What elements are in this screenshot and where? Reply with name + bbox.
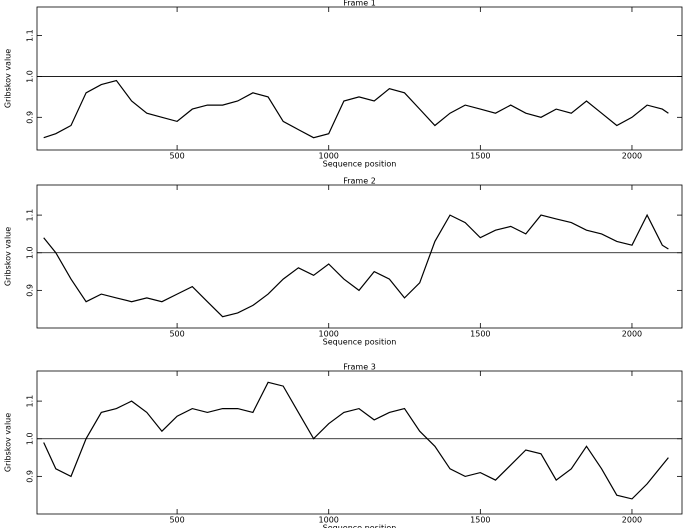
y-tick-label: 1.1 — [26, 395, 35, 408]
x-tick-label: 1000 — [319, 152, 339, 161]
y-tick-label: 1.0 — [26, 246, 35, 259]
x-axis-label: Sequence position — [323, 524, 397, 528]
plot-frame — [36, 184, 683, 329]
x-tick-label: 1000 — [319, 330, 339, 339]
y-tick-label: 0.9 — [26, 284, 35, 297]
y-tick-label: 0.9 — [26, 111, 35, 124]
x-tick-label: 1500 — [470, 152, 490, 161]
y-axis-label: Gribskov value — [4, 227, 13, 286]
panel-title: Frame 1 — [343, 0, 376, 8]
x-tick-label: 2000 — [622, 330, 642, 339]
x-tick-label: 1500 — [470, 330, 490, 339]
x-tick-label: 2000 — [622, 152, 642, 161]
data-line — [43, 213, 669, 318]
plot-frame — [36, 370, 683, 515]
panel-title: Frame 2 — [343, 177, 376, 186]
x-tick-label: 500 — [169, 152, 184, 161]
y-tick-label: 1.0 — [26, 70, 35, 83]
y-tick-label: 1.1 — [26, 209, 35, 222]
x-tick-label: 1500 — [470, 516, 490, 525]
panel-title: Frame 3 — [343, 363, 376, 372]
x-tick-label: 1000 — [319, 516, 339, 525]
y-tick-label: 1.0 — [26, 432, 35, 445]
x-axis-label: Sequence position — [323, 160, 397, 169]
y-tick-label: 1.1 — [26, 29, 35, 42]
y-axis-label: Gribskov value — [4, 49, 13, 108]
x-tick-label: 2000 — [622, 516, 642, 525]
y-axis-label: Gribskov value — [4, 413, 13, 472]
data-line — [43, 79, 669, 139]
x-axis-label: Sequence position — [323, 338, 397, 347]
data-line — [43, 381, 669, 500]
plot-frame — [36, 6, 683, 151]
x-tick-label: 500 — [169, 330, 184, 339]
y-tick-label: 0.9 — [26, 470, 35, 483]
x-tick-label: 500 — [169, 516, 184, 525]
